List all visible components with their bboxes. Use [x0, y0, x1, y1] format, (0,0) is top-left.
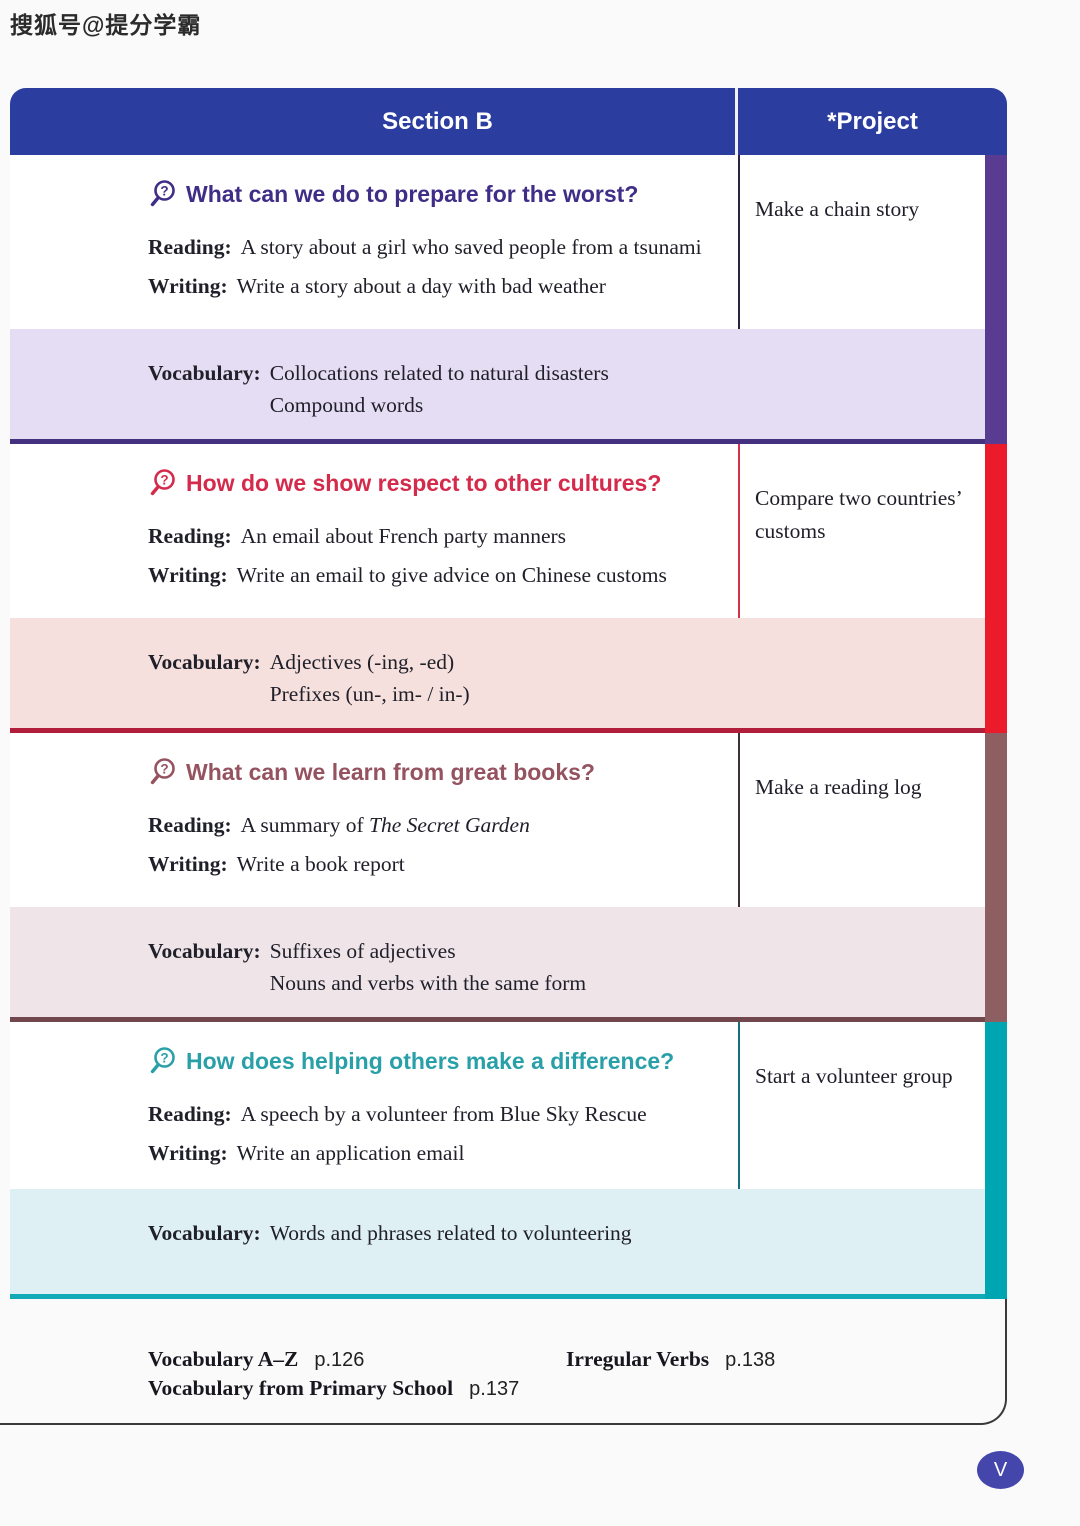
unit-question-title: ? How does helping others make a differe… [148, 1046, 738, 1076]
footer-irregular-verbs: Irregular Verbs p.138 [566, 1347, 776, 1371]
footer-vocab-primary: Vocabulary from Primary School p.137 [148, 1376, 520, 1400]
unit-row: ? How does helping others make a differe… [10, 1022, 1007, 1299]
svg-text:?: ? [160, 1051, 168, 1066]
vocabulary-band: Vocabulary: Words and phrases related to… [10, 1189, 985, 1294]
magnifier-question-icon: ? [150, 758, 175, 785]
project-cell: Make a chain story [738, 155, 985, 329]
unit-row: ? What can we learn from great books? Re… [10, 733, 1007, 1022]
footer-vocab-az: Vocabulary A–Z p.126 [148, 1347, 365, 1371]
question-text: How does helping others make a differenc… [186, 1047, 675, 1074]
unit-color-bar [985, 444, 1007, 733]
table-header: Section B *Project [10, 88, 1007, 155]
magnifier-question-icon: ? [150, 469, 175, 496]
vocabulary-band: Vocabulary: Adjectives (-ing, -ed) Prefix… [10, 618, 985, 728]
magnifier-question-icon: ? [150, 1047, 175, 1074]
writing-line: Writing: Write an email to give advice on… [148, 563, 667, 588]
header-section-b: Section B [10, 88, 738, 155]
reading-line: Reading: A speech by a volunteer from Blu… [148, 1102, 647, 1126]
unit-row: ? What can we do to prepare for the wors… [10, 155, 1007, 444]
unit-question-title: ? What can we do to prepare for the wors… [148, 179, 738, 209]
question-text: What can we learn from great books? [186, 758, 595, 785]
writing-line: Writing: Write an application email [148, 1141, 465, 1166]
question-text: What can we do to prepare for the worst? [186, 180, 639, 207]
unit-question-title: ? How do we show respect to other cultur… [148, 468, 738, 498]
magnifier-question-icon: ? [150, 180, 175, 207]
vocabulary-band: Vocabulary: Suffixes of adjectives Nouns … [10, 907, 985, 1017]
page-number-badge: V [977, 1451, 1024, 1489]
unit-color-bar [985, 155, 1007, 444]
reading-line: Reading: A summary of The Secret Garden [148, 813, 530, 837]
unit-question-title: ? What can we learn from great books? [148, 757, 738, 787]
reference-footer: Vocabulary A–Z p.126 Vocabulary from Prim… [0, 1299, 1007, 1425]
project-cell: Compare two countries’ customs [738, 444, 985, 618]
reading-line: Reading: An email about French party mann… [148, 524, 567, 548]
question-text: How do we show respect to other cultures… [186, 469, 662, 496]
vocabulary-band: Vocabulary: Collocations related to natu… [10, 329, 985, 439]
writing-line: Writing: Write a story about a day with b… [148, 274, 606, 299]
project-cell: Make a reading log [738, 733, 985, 907]
reading-line: Reading: A story about a girl who saved p… [148, 235, 702, 259]
unit-color-bar [985, 1022, 1007, 1299]
watermark: 搜狐号@提分学霸 [10, 12, 202, 38]
svg-text:?: ? [160, 762, 168, 777]
svg-text:?: ? [160, 184, 168, 199]
header-project: *Project [827, 107, 918, 135]
project-cell: Start a volunteer group [738, 1022, 985, 1189]
unit-row: ? How do we show respect to other cultur… [10, 444, 1007, 733]
svg-text:?: ? [160, 473, 168, 488]
writing-line: Writing: Write a book report [148, 852, 405, 877]
unit-color-bar [985, 733, 1007, 1022]
contents-table: Section B *Project ? What can we do to p… [0, 88, 1007, 1425]
